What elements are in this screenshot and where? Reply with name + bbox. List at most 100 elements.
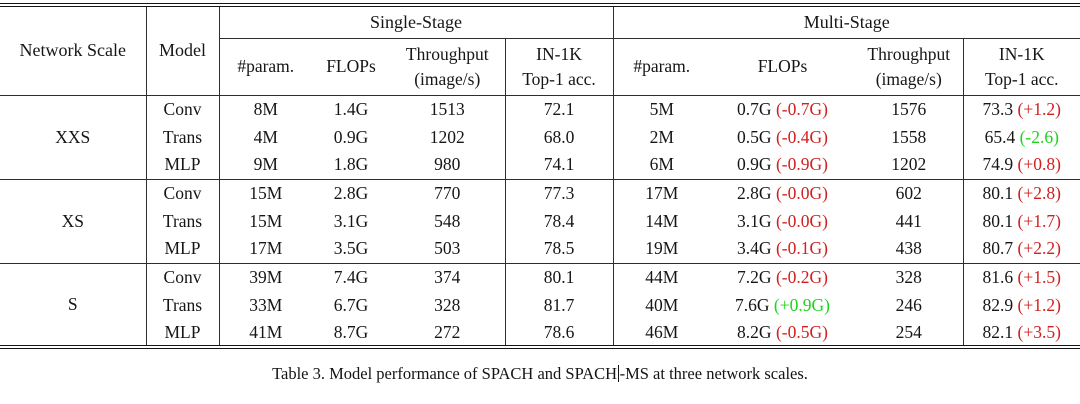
model-cell: MLP (146, 235, 220, 264)
ms-acc-delta: (+2.8) (1017, 182, 1061, 203)
cell-ms-params: 44M (645, 266, 679, 287)
ms-flops-delta: (-0.5G) (775, 321, 828, 342)
ms-acc-value: 80.7 (982, 238, 1014, 259)
cell-ss-params: 39M (249, 266, 283, 287)
cell-ss-flops: 0.9G (333, 126, 369, 147)
cell-ms-params: 46M (645, 321, 679, 342)
cell-ms-flops: 7.2G (-0.2G) (710, 263, 855, 291)
ms-acc-value: 82.9 (982, 294, 1014, 315)
ms-flops-value: 8.2G (737, 321, 772, 342)
model-cell: Trans (146, 291, 220, 319)
cell-ss-flops: 2.8G (333, 182, 369, 203)
text-cursor (617, 365, 620, 382)
cell-ms-acc: 82.1 (+3.5) (963, 319, 1080, 347)
cell-ms-throughput: 1558 (855, 123, 964, 151)
cell-ms-throughput: 602 (855, 179, 964, 207)
throughput-label-line2: (image/s) (875, 68, 942, 89)
ms-flops-delta: (-0.2G) (775, 266, 828, 287)
ms-acc-delta: (+1.5) (1017, 266, 1061, 287)
table-row: Trans 4M 0.9G 1202 68.0 2M 0.5G (-0.4G) … (0, 123, 1080, 151)
cell-ms-params: 2M (649, 126, 674, 147)
cell-ss-throughput: 1513 (390, 95, 506, 123)
header-ss-acc: IN-1K Top-1 acc. (505, 38, 614, 96)
cell-ss-throughput: 503 (390, 235, 506, 264)
ms-flops-value: 0.5G (737, 126, 772, 147)
scale-cell: XS (0, 179, 147, 264)
model-cell: MLP (146, 151, 220, 180)
ms-flops-delta: (-0.1G) (775, 238, 828, 259)
scale-cell: S (0, 263, 147, 347)
cell-ss-flops: 8.7G (333, 321, 369, 342)
cell-ms-flops: 3.4G (-0.1G) (710, 235, 855, 264)
ms-flops-delta: (-0.7G) (775, 98, 828, 119)
data-table: Network Scale Model Single-Stage Multi-S… (0, 3, 1080, 349)
header-model: Model (146, 5, 220, 96)
acc-label-line2: Top-1 acc. (984, 68, 1059, 89)
cell-ms-params: 14M (645, 210, 679, 231)
table-row: XS Conv 15M 2.8G 770 77.3 17M 2.8G (-0.0… (0, 179, 1080, 264)
model-cell: Trans (146, 207, 220, 235)
header-multi-stage: Multi-Stage (613, 5, 1080, 39)
cell-ms-throughput: 254 (855, 319, 964, 347)
subheader-row: #param. FLOPs Throughput (image/s) IN-1K… (0, 38, 1080, 96)
cell-ms-acc: 65.4 (-2.6) (963, 123, 1080, 151)
cell-ms-flops: 3.1G (-0.0G) (710, 207, 855, 235)
cell-ss-acc: 77.3 (505, 179, 614, 207)
ms-flops-value: 0.7G (737, 98, 772, 119)
ms-acc-delta: (+2.2) (1017, 238, 1061, 259)
ms-acc-delta: (+1.2) (1017, 294, 1061, 315)
table-row: MLP 41M 8.7G 272 78.6 46M 8.2G (-0.5G) 2… (0, 319, 1080, 347)
cell-ss-flops: 3.5G (312, 235, 390, 264)
cell-ss-params: 4M (253, 126, 278, 147)
ms-flops-delta: (+0.9G) (773, 294, 830, 315)
ms-acc-delta: (+1.2) (1017, 98, 1061, 119)
cell-ss-acc: 81.7 (505, 291, 614, 319)
cell-ss-params: 17M (219, 235, 312, 264)
ms-flops-delta: (-0.4G) (775, 126, 828, 147)
caption-text-before-cursor: Table 3. Model performance of SPACH and … (272, 364, 618, 383)
cell-ss-throughput: 272 (390, 319, 506, 347)
model-cell: Conv (146, 263, 220, 291)
ms-flops-delta: (-0.0G) (775, 210, 828, 231)
ms-acc-value: 80.1 (982, 210, 1014, 231)
ms-flops-value: 0.9G (737, 154, 772, 175)
cell-ss-acc: 72.1 (505, 95, 614, 123)
table-caption: Table 3. Model performance of SPACH and … (0, 364, 1080, 384)
ms-flops-delta: (-0.0G) (775, 182, 828, 203)
cell-ss-params: 9M (219, 151, 312, 180)
acc-label-line2: Top-1 acc. (522, 68, 596, 89)
cell-ss-acc: 68.0 (505, 123, 614, 151)
cell-ms-acc: 80.7 (+2.2) (963, 235, 1080, 264)
acc-label-line1: IN-1K (998, 43, 1045, 64)
table-row: Trans 33M 6.7G 328 81.7 40M 7.6G (+0.9G)… (0, 291, 1080, 319)
table-row: Trans 15M 3.1G 548 78.4 14M 3.1G (-0.0G)… (0, 207, 1080, 235)
cell-ms-params: 40M (645, 294, 679, 315)
ms-acc-value: 74.9 (982, 154, 1014, 175)
header-ms-acc: IN-1K Top-1 acc. (963, 38, 1080, 96)
header-ss-flops: FLOPs (312, 38, 390, 96)
ms-acc-value: 80.1 (982, 182, 1014, 203)
table-row: S Conv 39M 7.4G 374 80.1 44M 7.2G (-0.2G… (0, 263, 1080, 347)
paper-page: Network Scale Model Single-Stage Multi-S… (0, 3, 1080, 384)
ms-flops-value: 7.2G (737, 266, 772, 287)
ms-acc-delta: (+3.5) (1017, 321, 1061, 342)
cell-ms-params: 6M (613, 151, 710, 180)
cell-ms-flops: 0.5G (-0.4G) (710, 123, 855, 151)
cell-ms-throughput: 441 (855, 207, 964, 235)
cell-ms-throughput: 1202 (855, 151, 964, 180)
cell-ms-flops: 2.8G (-0.0G) (710, 179, 855, 207)
table-row: MLP 9M 1.8G 980 74.1 6M 0.9G (-0.9G) 120… (0, 151, 1080, 180)
cell-ss-acc: 78.4 (505, 207, 614, 235)
caption-text-after-cursor: -MS at three network scales. (619, 364, 808, 383)
cell-ss-throughput: 328 (390, 291, 506, 319)
header-ms-flops: FLOPs (710, 38, 855, 96)
model-cell: MLP (146, 319, 220, 347)
throughput-label-line1: Throughput (867, 43, 951, 64)
cell-ss-params: 41M (249, 321, 283, 342)
ms-acc-delta: (+0.8) (1017, 154, 1061, 175)
cell-ss-acc: 78.6 (505, 319, 614, 347)
cell-ms-flops: 0.9G (-0.9G) (710, 151, 855, 180)
ms-acc-value: 82.1 (982, 321, 1014, 342)
ms-flops-delta: (-0.9G) (775, 154, 828, 175)
cell-ss-params: 8M (253, 98, 278, 119)
